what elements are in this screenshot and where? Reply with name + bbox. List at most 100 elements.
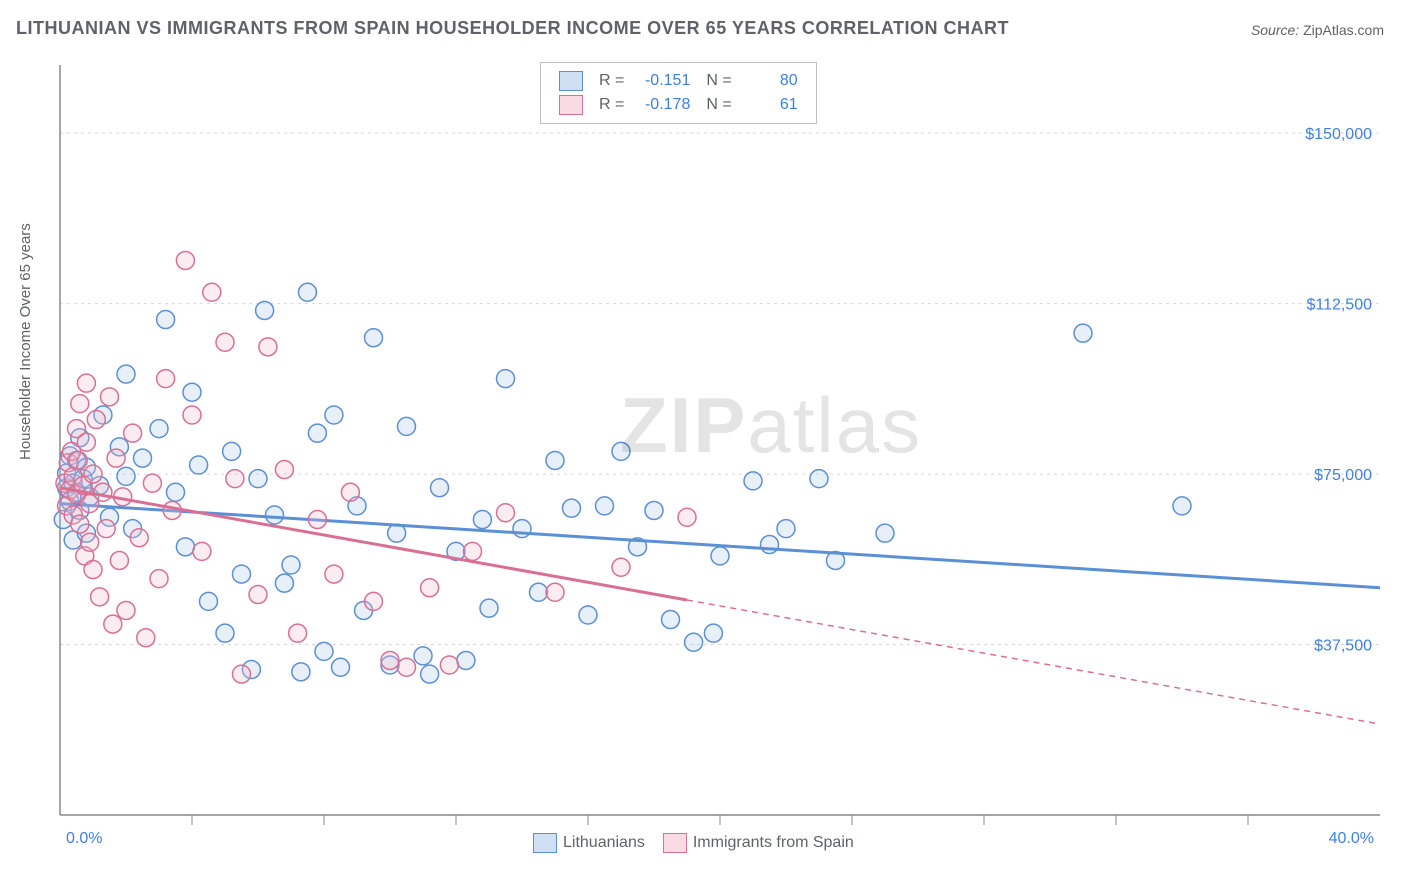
data-point bbox=[299, 283, 317, 301]
data-point bbox=[325, 406, 343, 424]
legend-n-value: 61 bbox=[740, 93, 806, 117]
data-point bbox=[137, 629, 155, 647]
data-point bbox=[275, 461, 293, 479]
data-point bbox=[563, 499, 581, 517]
data-point bbox=[325, 565, 343, 583]
legend-r-value: -0.151 bbox=[632, 69, 698, 93]
data-point bbox=[308, 424, 326, 442]
data-point bbox=[190, 456, 208, 474]
data-point bbox=[579, 606, 597, 624]
y-axis-label: Householder Income Over 65 years bbox=[17, 223, 34, 460]
data-point bbox=[282, 556, 300, 574]
data-point bbox=[398, 417, 416, 435]
data-point bbox=[87, 411, 105, 429]
data-point bbox=[143, 474, 161, 492]
data-point bbox=[150, 420, 168, 438]
data-point bbox=[810, 470, 828, 488]
data-point bbox=[183, 406, 201, 424]
data-point bbox=[104, 615, 122, 633]
data-point bbox=[1074, 324, 1092, 342]
data-point bbox=[421, 579, 439, 597]
data-point bbox=[292, 663, 310, 681]
data-point bbox=[94, 483, 112, 501]
data-point bbox=[315, 642, 333, 660]
data-point bbox=[497, 504, 515, 522]
data-point bbox=[744, 472, 762, 490]
data-point bbox=[249, 586, 267, 604]
data-point bbox=[176, 538, 194, 556]
data-point bbox=[84, 561, 102, 579]
data-point bbox=[226, 470, 244, 488]
legend-swatch bbox=[663, 833, 687, 853]
data-point bbox=[203, 283, 221, 301]
data-point bbox=[77, 433, 95, 451]
data-point bbox=[223, 442, 241, 460]
trend-line-solid bbox=[60, 504, 1380, 588]
data-point bbox=[259, 338, 277, 356]
data-point bbox=[249, 470, 267, 488]
data-point bbox=[167, 483, 185, 501]
data-point bbox=[69, 451, 87, 469]
data-point bbox=[110, 551, 128, 569]
data-point bbox=[464, 542, 482, 560]
data-point bbox=[473, 511, 491, 529]
data-point bbox=[266, 506, 284, 524]
legend-r-label: R = bbox=[591, 69, 632, 93]
data-point bbox=[365, 329, 383, 347]
data-point bbox=[398, 658, 416, 676]
legend-n-value: 80 bbox=[740, 69, 806, 93]
scatter-chart: $37,500$75,000$112,500$150,0000.0%40.0%H… bbox=[0, 55, 1406, 885]
x-min-label: 0.0% bbox=[66, 830, 102, 847]
data-point bbox=[275, 574, 293, 592]
data-point bbox=[216, 333, 234, 351]
data-point bbox=[176, 251, 194, 269]
data-point bbox=[530, 583, 548, 601]
data-point bbox=[150, 570, 168, 588]
data-point bbox=[157, 370, 175, 388]
data-point bbox=[612, 558, 630, 576]
data-point bbox=[431, 479, 449, 497]
data-point bbox=[497, 370, 515, 388]
data-point bbox=[183, 383, 201, 401]
data-point bbox=[77, 374, 95, 392]
data-point bbox=[289, 624, 307, 642]
source-value: ZipAtlas.com bbox=[1303, 22, 1384, 38]
data-point bbox=[256, 301, 274, 319]
data-point bbox=[124, 424, 142, 442]
legend-r-value: -0.178 bbox=[632, 93, 698, 117]
legend-r-label: R = bbox=[591, 93, 632, 117]
data-point bbox=[134, 449, 152, 467]
legend-swatch bbox=[533, 833, 557, 853]
data-point bbox=[876, 524, 894, 542]
data-point bbox=[546, 451, 564, 469]
data-point bbox=[341, 483, 359, 501]
data-point bbox=[546, 583, 564, 601]
y-tick-label: $37,500 bbox=[1314, 638, 1372, 655]
y-tick-label: $75,000 bbox=[1314, 467, 1372, 484]
chart-title: LITHUANIAN VS IMMIGRANTS FROM SPAIN HOUS… bbox=[16, 18, 1009, 39]
data-point bbox=[440, 656, 458, 674]
data-point bbox=[101, 388, 119, 406]
y-tick-label: $150,000 bbox=[1305, 126, 1372, 143]
data-point bbox=[130, 529, 148, 547]
legend-swatch bbox=[559, 95, 583, 115]
legend-swatch bbox=[559, 71, 583, 91]
data-point bbox=[332, 658, 350, 676]
data-point bbox=[81, 533, 99, 551]
data-point bbox=[117, 467, 135, 485]
data-point bbox=[662, 611, 680, 629]
data-point bbox=[71, 395, 89, 413]
correlation-legend: R =-0.151N =80R =-0.178N =61 bbox=[540, 62, 817, 124]
data-point bbox=[685, 633, 703, 651]
data-point bbox=[308, 511, 326, 529]
legend-series-name: Lithuanians bbox=[563, 834, 645, 851]
data-point bbox=[414, 647, 432, 665]
data-point bbox=[91, 588, 109, 606]
data-point bbox=[761, 536, 779, 554]
data-point bbox=[107, 449, 125, 467]
data-point bbox=[233, 565, 251, 583]
data-point bbox=[71, 515, 89, 533]
data-point bbox=[216, 624, 234, 642]
chart-container: $37,500$75,000$112,500$150,0000.0%40.0%H… bbox=[0, 55, 1406, 885]
data-point bbox=[704, 624, 722, 642]
